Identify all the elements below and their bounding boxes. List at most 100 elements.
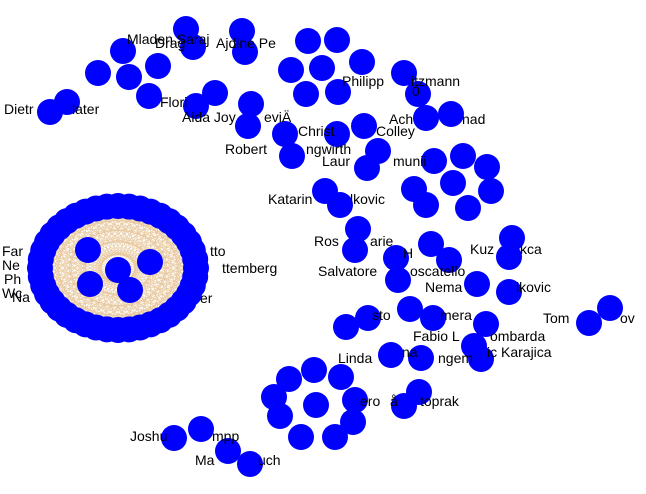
node xyxy=(355,305,381,331)
node-label: Far xyxy=(2,243,23,259)
node xyxy=(438,101,464,127)
node-label: Kuz xyxy=(470,241,494,257)
node xyxy=(237,451,263,477)
node xyxy=(418,231,444,257)
node xyxy=(420,305,446,331)
node-label: ero xyxy=(360,393,380,409)
node-label: Fabio L xyxy=(413,328,460,344)
node-label: ov xyxy=(620,310,635,326)
node xyxy=(328,364,354,390)
node xyxy=(288,424,314,450)
node xyxy=(473,311,499,337)
node-label: later xyxy=(72,101,100,117)
node xyxy=(322,424,348,450)
node-label: Flori xyxy=(160,94,187,110)
edge xyxy=(43,250,196,260)
node-label: Laur xyxy=(322,153,350,169)
node xyxy=(202,80,228,106)
edge xyxy=(46,220,170,243)
edge xyxy=(75,215,193,251)
node xyxy=(293,81,319,107)
node-label: Robert xyxy=(225,141,267,157)
node-label: Salvatore xyxy=(318,263,377,279)
edge xyxy=(58,227,196,260)
node-label: Joshu xyxy=(130,428,167,444)
edge xyxy=(66,220,190,243)
node-label: ikovic xyxy=(516,279,551,295)
node xyxy=(215,438,241,464)
node-label: oscatello xyxy=(410,263,465,279)
label-layer: Mladen Saraj Drag Ajdine Pe Philipp itzm… xyxy=(2,31,635,468)
node-label: H xyxy=(403,245,413,261)
node xyxy=(182,246,209,273)
node xyxy=(309,55,335,81)
node xyxy=(464,271,490,297)
node xyxy=(37,99,63,125)
node xyxy=(295,28,321,54)
node-label: arie xyxy=(370,233,394,249)
node xyxy=(455,195,481,221)
node-label: Ph xyxy=(4,271,21,287)
node xyxy=(349,49,375,75)
node xyxy=(267,403,293,429)
edge xyxy=(52,227,177,235)
node-label: Ajdine Pe xyxy=(216,35,276,51)
node xyxy=(436,247,462,273)
node-label: 0 xyxy=(412,83,420,99)
node-label: kca xyxy=(520,241,542,257)
node-label: Aida Joy xyxy=(182,109,236,125)
node-label: ic Karajica xyxy=(487,344,552,360)
node xyxy=(333,314,359,340)
node-label: ombarda xyxy=(490,328,545,344)
node-label: Wc xyxy=(2,285,22,301)
node xyxy=(279,143,305,169)
node-layer xyxy=(27,16,623,477)
node xyxy=(391,60,417,86)
node xyxy=(161,425,187,451)
node xyxy=(378,342,404,368)
node-label: Colley xyxy=(376,123,415,139)
node xyxy=(180,34,206,60)
node xyxy=(235,113,261,139)
node xyxy=(468,346,494,372)
node-label: uch xyxy=(258,452,281,468)
node xyxy=(85,60,111,86)
node xyxy=(303,392,329,418)
node xyxy=(383,245,409,271)
node xyxy=(478,178,504,204)
node xyxy=(105,257,131,283)
node xyxy=(278,57,304,83)
node-label: ngwirth xyxy=(306,141,351,157)
node-label: Tom xyxy=(543,310,569,326)
node-label: ttemberg xyxy=(222,260,277,276)
node xyxy=(183,93,209,119)
node-label: mera xyxy=(440,307,472,323)
node xyxy=(324,27,350,53)
node xyxy=(340,409,366,435)
node-label: Philipp xyxy=(342,73,384,89)
node xyxy=(345,216,371,242)
node xyxy=(137,249,163,275)
node-label: Ros xyxy=(314,233,339,249)
node-label: Linda xyxy=(338,350,372,366)
node xyxy=(391,393,417,419)
node xyxy=(597,295,623,321)
node xyxy=(413,105,439,131)
node xyxy=(474,154,500,180)
node xyxy=(450,143,476,169)
node-label: nad xyxy=(462,111,485,127)
node-label: Christ xyxy=(298,123,335,139)
node xyxy=(145,53,171,79)
node xyxy=(238,91,264,117)
node xyxy=(116,64,142,90)
node-label: munii xyxy=(393,153,426,169)
node-label: Ma xyxy=(195,452,215,468)
node-label: sto xyxy=(372,307,391,323)
node xyxy=(342,237,368,263)
node-label: lkovic xyxy=(350,191,385,207)
node xyxy=(75,237,101,263)
node xyxy=(327,192,353,218)
node xyxy=(351,113,377,139)
node xyxy=(276,366,302,392)
